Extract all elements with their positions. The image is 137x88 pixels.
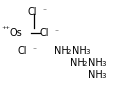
- Text: 3: 3: [85, 49, 89, 55]
- Text: NH: NH: [72, 46, 87, 56]
- Text: 2: 2: [83, 61, 87, 67]
- Text: NH: NH: [88, 58, 103, 68]
- Text: Cl: Cl: [28, 7, 38, 17]
- Text: ⁻: ⁻: [42, 6, 46, 15]
- Text: NH: NH: [88, 70, 103, 80]
- Text: Cl: Cl: [40, 28, 49, 38]
- Text: ⁻: ⁻: [54, 27, 58, 36]
- Text: Cl: Cl: [18, 46, 28, 56]
- Text: Os: Os: [10, 28, 23, 38]
- Text: 2: 2: [67, 49, 71, 55]
- Text: NH: NH: [70, 58, 85, 68]
- Text: ⁻: ⁻: [32, 45, 36, 54]
- Text: 3: 3: [101, 73, 105, 79]
- Text: 3: 3: [101, 61, 105, 67]
- Text: NH: NH: [54, 46, 69, 56]
- Text: ⁺⁺: ⁺⁺: [1, 25, 10, 34]
